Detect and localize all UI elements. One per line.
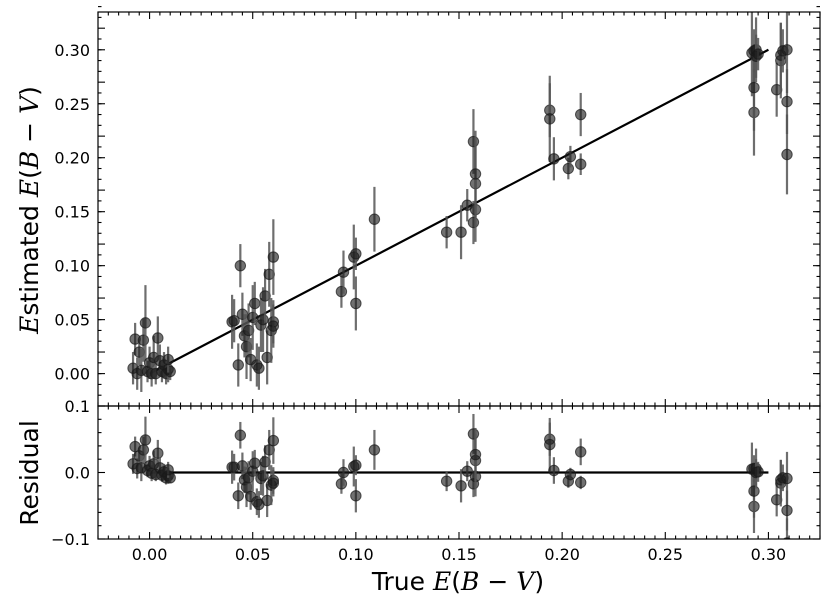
residual-y-tick-label: −0.1	[51, 530, 90, 549]
main-y-tick-label: 0.15	[54, 203, 90, 222]
residual-data-point	[575, 476, 587, 489]
residual-data-point	[267, 477, 280, 489]
residual-data-point	[575, 446, 587, 458]
main-data-point	[137, 334, 150, 346]
x-tick-label: 0.00	[132, 545, 168, 564]
residual-data-point	[337, 466, 350, 479]
main-data-point	[249, 297, 261, 310]
main-data-layer	[127, 12, 793, 392]
residual-data-point	[350, 459, 362, 471]
residual-data-point	[232, 490, 244, 502]
residual-data-point	[548, 464, 560, 477]
main-data-point	[368, 213, 381, 225]
x-axis-label: True E(B − V)	[371, 567, 544, 596]
main-data-point	[455, 226, 467, 238]
x-tick-label: 0.20	[544, 545, 580, 564]
main-y-tick-label: 0.05	[54, 311, 90, 330]
main-data-point	[564, 150, 577, 163]
residual-data-point	[781, 472, 793, 485]
residual-data-point	[137, 444, 150, 456]
x-tick-label: 0.30	[751, 545, 787, 564]
x-tick-label: 0.25	[647, 545, 683, 564]
residual-plot-frame	[97, 405, 821, 540]
residual-data-point	[440, 475, 453, 487]
main-y-tick-label: 0.00	[54, 365, 90, 384]
residual-data-point	[752, 466, 764, 478]
main-data-point	[164, 365, 176, 378]
main-data-point	[267, 320, 280, 332]
main-data-point	[781, 44, 793, 56]
residual-y-tick-label: 0.1	[65, 397, 90, 416]
x-tick-label: 0.15	[441, 545, 477, 564]
main-data-point	[748, 81, 760, 94]
main-data-point	[232, 359, 244, 371]
main-data-point	[267, 251, 280, 263]
main-data-point	[752, 48, 764, 60]
main-data-point	[228, 315, 240, 327]
residual-data-point	[469, 448, 482, 461]
residual-data-point	[139, 434, 152, 446]
main-data-point	[467, 135, 480, 148]
main-data-point	[562, 162, 575, 175]
main-data-point	[544, 113, 556, 125]
residual-data-point	[467, 428, 480, 440]
main-data-point	[350, 248, 362, 260]
residual-data-point	[748, 485, 760, 497]
main-data-point	[152, 332, 164, 344]
residual-data-point	[781, 504, 793, 517]
main-data-point	[575, 108, 587, 121]
residual-data-point	[335, 478, 348, 490]
main-y-axis-label: Estimated E(B − V)	[15, 86, 44, 335]
main-data-point	[467, 216, 480, 229]
main-data-point	[253, 362, 265, 374]
residual-data-point	[257, 470, 269, 482]
main-plot-frame	[97, 11, 821, 407]
residual-data-point	[350, 490, 362, 502]
residual-data-point	[267, 434, 280, 447]
main-data-point	[247, 311, 259, 324]
main-data-point	[781, 95, 793, 108]
main-data-point	[257, 313, 269, 326]
main-y-tick-label: 0.10	[54, 257, 90, 276]
residual-y-axis-label: Residual	[15, 420, 44, 526]
main-data-point	[162, 353, 174, 366]
main-data-point	[350, 297, 362, 310]
residual-data-point	[249, 457, 261, 469]
main-y-tick-label: 0.25	[54, 95, 90, 114]
residual-data-point	[455, 480, 467, 492]
main-data-point	[139, 317, 152, 329]
main-y-tick-label: 0.20	[54, 149, 90, 168]
x-tick-label: 0.05	[235, 545, 271, 564]
residual-data-point	[152, 447, 164, 459]
residual-data-point	[162, 464, 174, 476]
residual-y-tick-label: 0.0	[65, 464, 90, 483]
main-data-point	[575, 158, 587, 170]
residual-data-point	[368, 444, 381, 456]
main-data-point	[440, 226, 453, 238]
x-tick-label: 0.10	[338, 545, 374, 564]
main-data-point	[335, 285, 348, 298]
residual-data-point	[564, 468, 577, 481]
residual-axis-ticks: −0.1 0.0 0.1 0.00 0.05 0.10 0.15 0.20 0.25 0.30	[51, 397, 821, 564]
main-panel: 0.00 0.05 0.10 0.15 0.20 0.25 0.30	[54, 6, 821, 407]
residual-panel: −0.1 0.0 0.1 0.00 0.05 0.10 0.15 0.20 0.25 0.30	[51, 397, 821, 564]
main-data-point	[337, 266, 350, 278]
main-axis-ticks: 0.00 0.05 0.10 0.15 0.20 0.25 0.30	[54, 6, 821, 407]
residual-data-point	[234, 429, 247, 441]
main-data-point	[548, 153, 560, 165]
main-data-point	[469, 168, 482, 180]
main-y-tick-label: 0.30	[54, 41, 90, 60]
main-data-point	[781, 148, 793, 161]
residual-data-point	[544, 438, 556, 451]
residual-data-layer	[127, 413, 793, 539]
main-data-point	[234, 259, 247, 272]
